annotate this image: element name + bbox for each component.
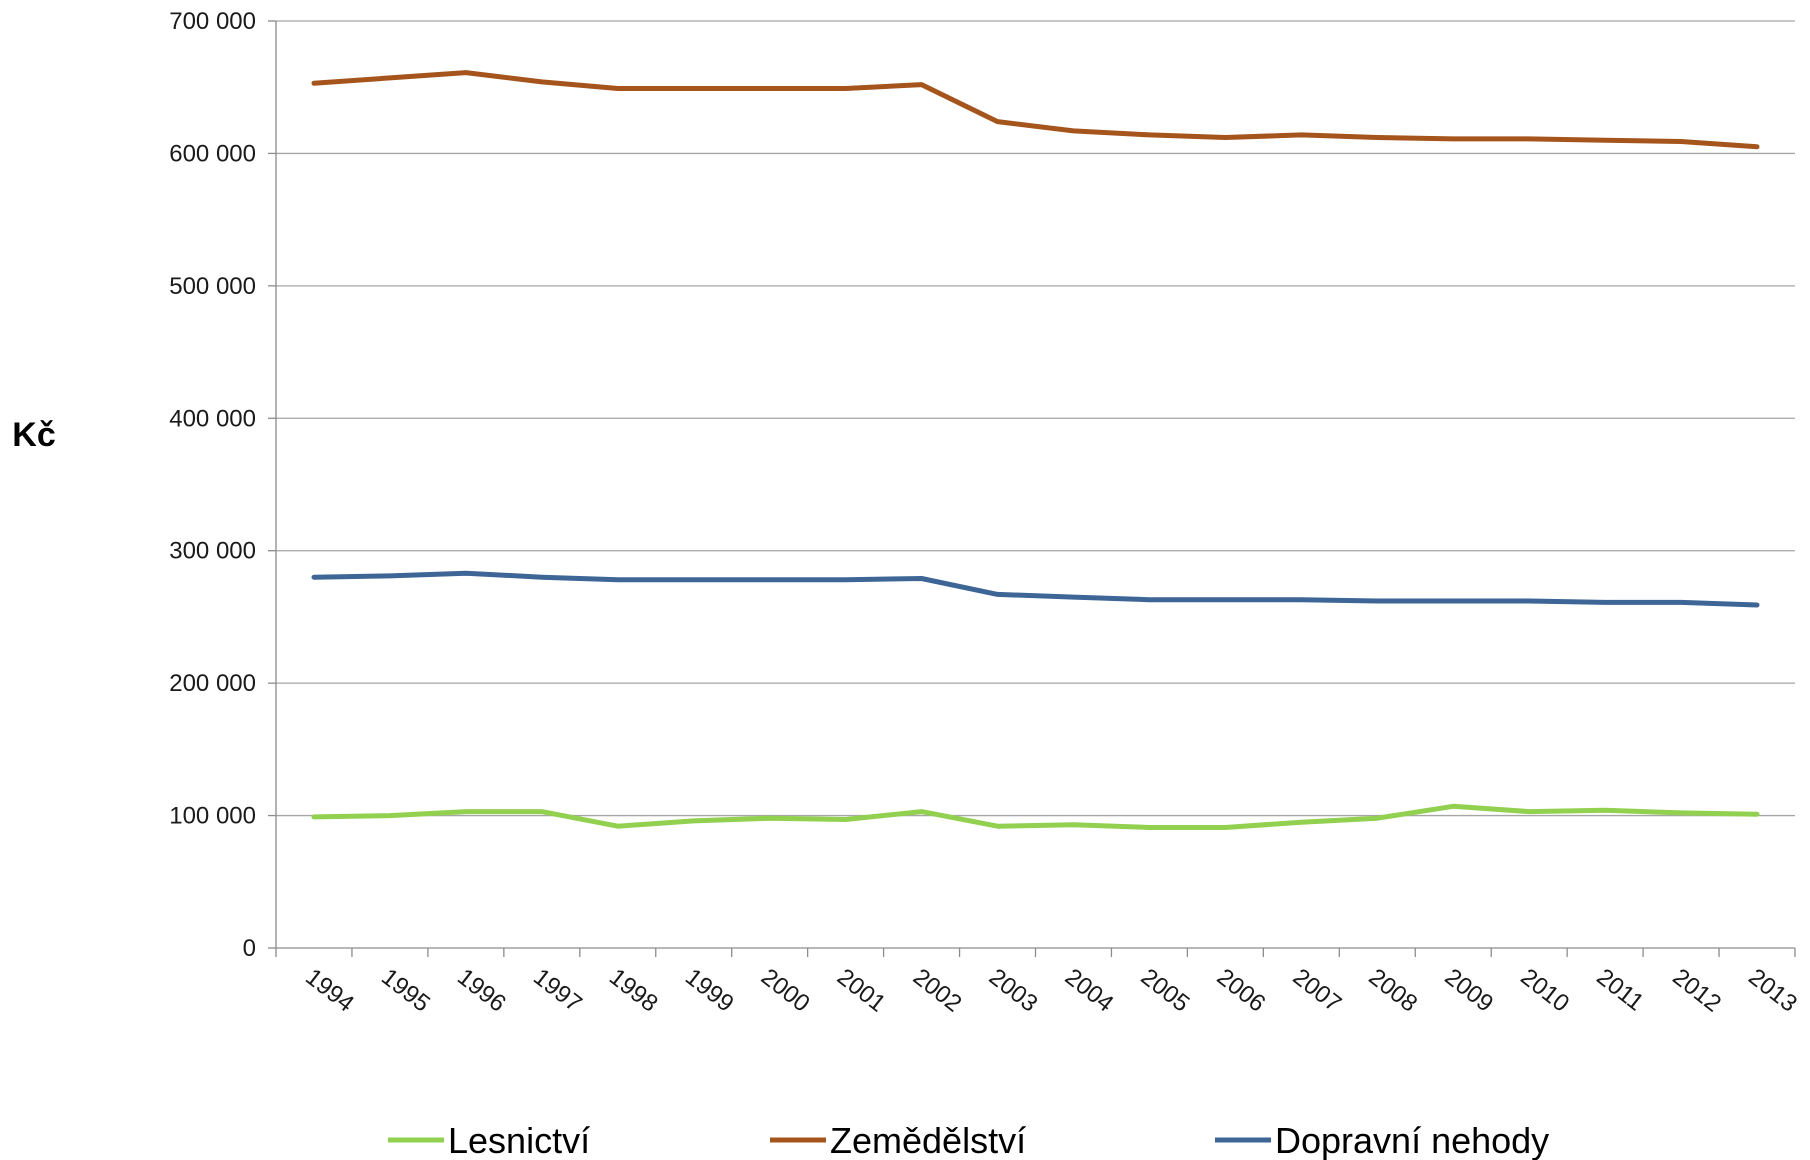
x-tick-label: 2000: [756, 963, 815, 1017]
y-axis-title: Kč: [12, 416, 55, 454]
x-tick-label: 2013: [1743, 963, 1802, 1017]
x-tick-label: 2006: [1212, 963, 1271, 1017]
x-tick-label: 2012: [1667, 963, 1726, 1017]
x-tick-label: 2002: [908, 963, 967, 1017]
series-line: [311, 70, 1760, 150]
legend-label: Dopravní nehody: [1275, 1120, 1549, 1160]
x-tick-label: 2010: [1515, 963, 1574, 1017]
x-tick-label: 2011: [1591, 963, 1648, 1016]
x-tick-label: 2004: [1060, 963, 1119, 1017]
x-tick-label: 2009: [1440, 963, 1499, 1017]
legend-label: Lesnictví: [448, 1120, 590, 1160]
y-tick-label: 300 000: [169, 538, 256, 565]
x-axis-tick-labels: 1994 1995 1996 1997 1998 1999 2000 2001 2002 2003…: [300, 963, 1802, 1017]
x-tick-label: 2007: [1288, 963, 1347, 1017]
series-line: [311, 803, 1760, 830]
x-tick-label: 2001: [832, 963, 891, 1017]
axes: [268, 20, 1796, 957]
x-tick-label: 2003: [984, 963, 1043, 1017]
x-tick-label: 2005: [1136, 963, 1195, 1017]
series-line: [311, 570, 1760, 608]
y-axis-tick-labels: 0 100 000 200 000 300 000 400 000 500 000 600 …: [169, 8, 256, 962]
x-tick-label: 1999: [680, 963, 739, 1017]
legend-label: Zemědělství: [830, 1120, 1026, 1160]
x-tick-label: 2008: [1364, 963, 1423, 1017]
y-tick-label: 500 000: [169, 273, 256, 300]
x-tick-label: 1995: [376, 963, 435, 1017]
y-tick-label: 400 000: [169, 405, 256, 432]
x-tick-label: 1996: [452, 963, 511, 1017]
y-tick-label: 200 000: [169, 670, 256, 697]
x-tick-label: 1997: [528, 963, 587, 1017]
y-tick-label: 0: [243, 935, 256, 962]
x-tick-label: 1994: [300, 963, 359, 1017]
y-tick-label: 600 000: [169, 140, 256, 167]
y-tick-label: 700 000: [169, 8, 256, 35]
x-tick-label: 1998: [604, 963, 663, 1017]
y-tick-label: 100 000: [169, 803, 256, 830]
series-lines: [311, 70, 1760, 830]
gridlines: [276, 20, 1795, 817]
legend: Lesnictví Zemědělství Dopravní nehody: [388, 1120, 1549, 1160]
